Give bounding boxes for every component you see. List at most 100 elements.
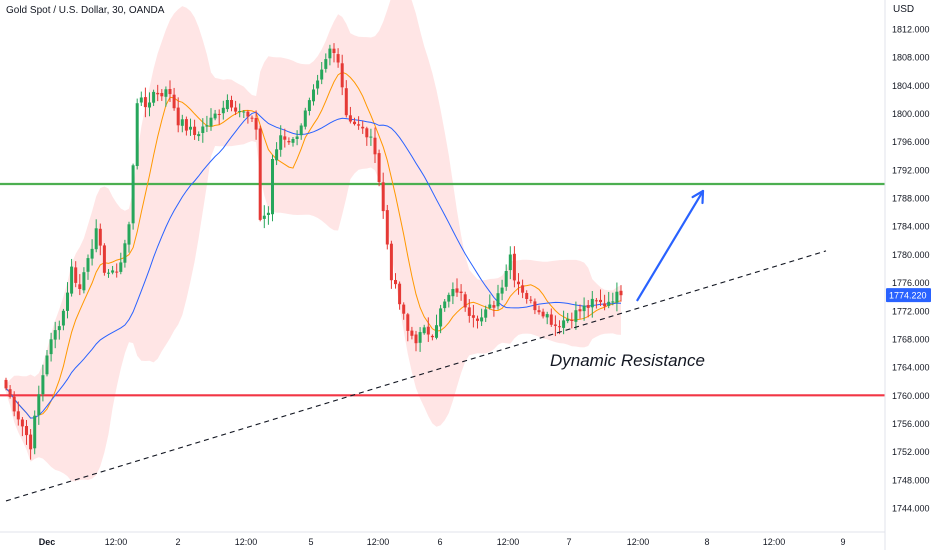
candle[interactable] — [373, 127, 377, 164]
candle[interactable] — [143, 87, 147, 118]
candle[interactable] — [336, 48, 340, 68]
candle[interactable] — [197, 131, 201, 142]
candle[interactable] — [172, 87, 176, 111]
candle[interactable] — [160, 89, 164, 101]
candle[interactable] — [266, 206, 270, 225]
candle[interactable] — [570, 312, 574, 329]
candle[interactable] — [12, 391, 16, 417]
candle[interactable] — [254, 110, 258, 140]
candle[interactable] — [566, 312, 570, 324]
candle[interactable] — [291, 137, 295, 147]
candle[interactable] — [213, 109, 217, 121]
candle[interactable] — [98, 223, 102, 256]
candle[interactable] — [582, 297, 586, 321]
projection-arrow[interactable] — [636, 189, 705, 302]
candle[interactable] — [590, 290, 594, 318]
candle[interactable] — [217, 109, 221, 125]
candle[interactable] — [221, 100, 225, 120]
candle[interactable] — [545, 311, 549, 325]
candle[interactable] — [619, 285, 623, 302]
candle[interactable] — [78, 274, 82, 296]
candle[interactable] — [312, 84, 315, 106]
candle[interactable] — [402, 302, 406, 320]
candle[interactable] — [340, 54, 344, 96]
candle[interactable] — [184, 116, 188, 136]
candle[interactable] — [193, 119, 197, 140]
candle[interactable] — [611, 292, 615, 306]
candle[interactable] — [299, 123, 303, 140]
candle[interactable] — [398, 281, 402, 310]
candle[interactable] — [86, 254, 90, 280]
candle[interactable] — [41, 364, 45, 402]
candle[interactable] — [361, 120, 365, 134]
candle[interactable] — [90, 239, 94, 266]
candle[interactable] — [262, 205, 266, 229]
candle[interactable] — [365, 126, 369, 146]
candle[interactable] — [414, 330, 418, 352]
candle[interactable] — [476, 315, 479, 329]
candle[interactable] — [61, 308, 65, 331]
candle[interactable] — [455, 278, 459, 297]
candle[interactable] — [459, 284, 463, 301]
candle[interactable] — [353, 117, 356, 126]
candle[interactable] — [603, 294, 607, 311]
candle[interactable] — [82, 267, 86, 294]
candle[interactable] — [430, 334, 434, 341]
candle[interactable] — [316, 74, 320, 95]
candle[interactable] — [303, 107, 307, 130]
candle[interactable] — [607, 291, 611, 309]
candle[interactable] — [521, 279, 525, 299]
candle[interactable] — [537, 305, 541, 315]
candle[interactable] — [242, 110, 246, 119]
candle[interactable] — [443, 298, 447, 312]
candle[interactable] — [439, 304, 443, 334]
candle[interactable] — [488, 294, 492, 310]
candle[interactable] — [225, 94, 229, 112]
candle[interactable] — [74, 261, 78, 288]
candle[interactable] — [201, 118, 205, 143]
candle[interactable] — [45, 350, 49, 377]
candle[interactable] — [168, 80, 172, 102]
candle[interactable] — [70, 258, 74, 297]
candle[interactable] — [49, 332, 53, 362]
candle[interactable] — [189, 118, 192, 136]
candle[interactable] — [53, 321, 57, 349]
candle[interactable] — [8, 385, 12, 399]
candle[interactable] — [156, 84, 160, 102]
candle[interactable] — [37, 385, 41, 425]
candle[interactable] — [139, 91, 143, 107]
candle[interactable] — [258, 125, 262, 222]
candle[interactable] — [562, 310, 566, 335]
candle[interactable] — [463, 291, 467, 312]
candle[interactable] — [533, 298, 537, 315]
candle[interactable] — [508, 246, 512, 280]
candle[interactable] — [102, 243, 106, 276]
candle[interactable] — [234, 100, 238, 115]
candle[interactable] — [25, 420, 28, 445]
candle[interactable] — [33, 410, 37, 455]
candle[interactable] — [20, 417, 24, 437]
candle[interactable] — [599, 289, 602, 306]
candle[interactable] — [422, 324, 426, 335]
candle[interactable] — [115, 263, 119, 278]
candle[interactable] — [447, 292, 451, 308]
candle[interactable] — [451, 282, 455, 305]
candle[interactable] — [180, 114, 184, 133]
candle[interactable] — [119, 252, 123, 275]
candle[interactable] — [176, 97, 180, 133]
candle[interactable] — [394, 273, 397, 289]
candle[interactable] — [271, 154, 274, 222]
candle[interactable] — [525, 290, 529, 304]
candle[interactable] — [549, 308, 553, 327]
candle[interactable] — [504, 264, 508, 291]
candle[interactable] — [238, 103, 242, 118]
candle[interactable] — [357, 116, 361, 130]
candle[interactable] — [209, 108, 213, 131]
candle[interactable] — [529, 296, 533, 304]
candle[interactable] — [94, 219, 98, 253]
candle[interactable] — [594, 297, 598, 309]
candle[interactable] — [164, 86, 168, 107]
candle[interactable] — [484, 305, 488, 322]
candle[interactable] — [332, 43, 336, 63]
